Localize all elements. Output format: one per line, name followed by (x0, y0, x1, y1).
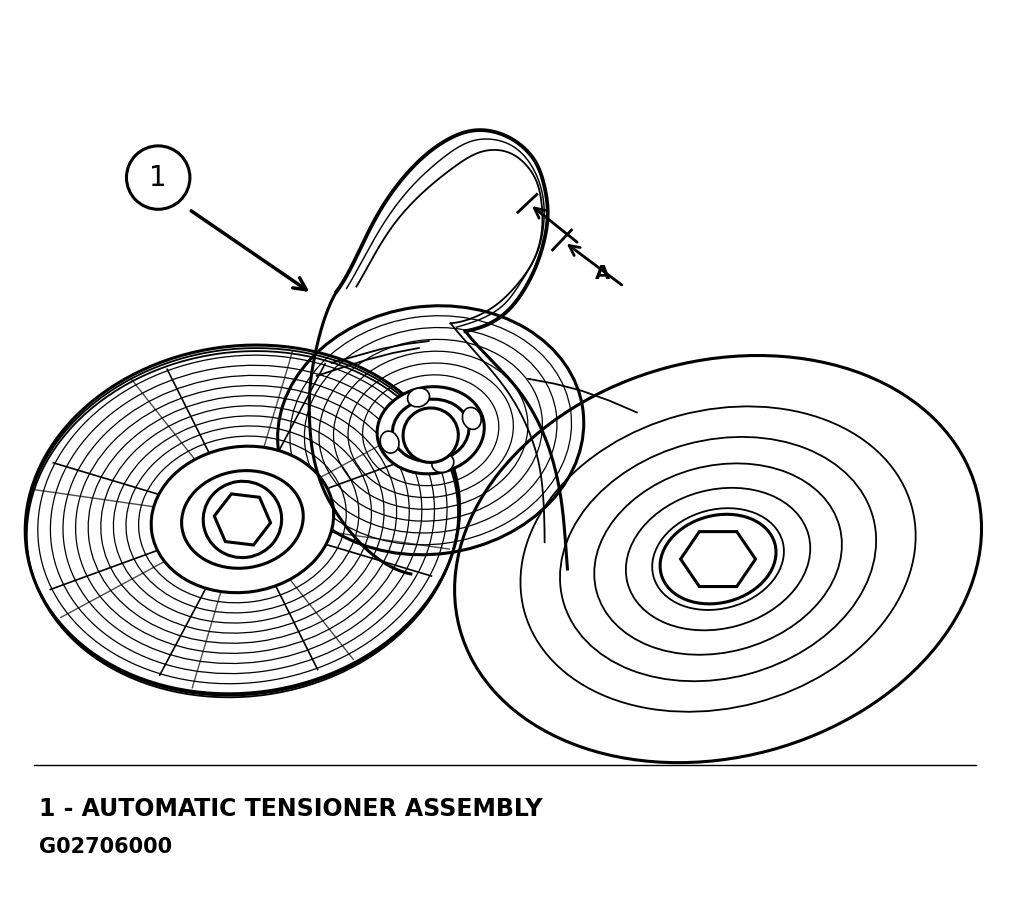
Ellipse shape (462, 407, 481, 429)
Ellipse shape (455, 356, 982, 763)
Polygon shape (681, 532, 756, 587)
Ellipse shape (25, 345, 460, 694)
Text: 1 - AUTOMATIC TENSIONER ASSEMBLY: 1 - AUTOMATIC TENSIONER ASSEMBLY (40, 797, 543, 821)
Ellipse shape (278, 305, 583, 555)
Text: 1: 1 (149, 163, 167, 192)
Text: G02706000: G02706000 (40, 836, 172, 856)
Polygon shape (215, 494, 270, 545)
Ellipse shape (407, 388, 430, 407)
Ellipse shape (377, 387, 484, 474)
Ellipse shape (380, 431, 399, 453)
Ellipse shape (392, 399, 469, 461)
Text: A: A (595, 264, 610, 283)
Ellipse shape (181, 470, 303, 569)
Ellipse shape (403, 408, 458, 462)
Circle shape (127, 146, 189, 209)
Ellipse shape (660, 514, 776, 604)
Ellipse shape (204, 481, 282, 558)
Ellipse shape (151, 447, 333, 592)
Ellipse shape (432, 454, 454, 472)
